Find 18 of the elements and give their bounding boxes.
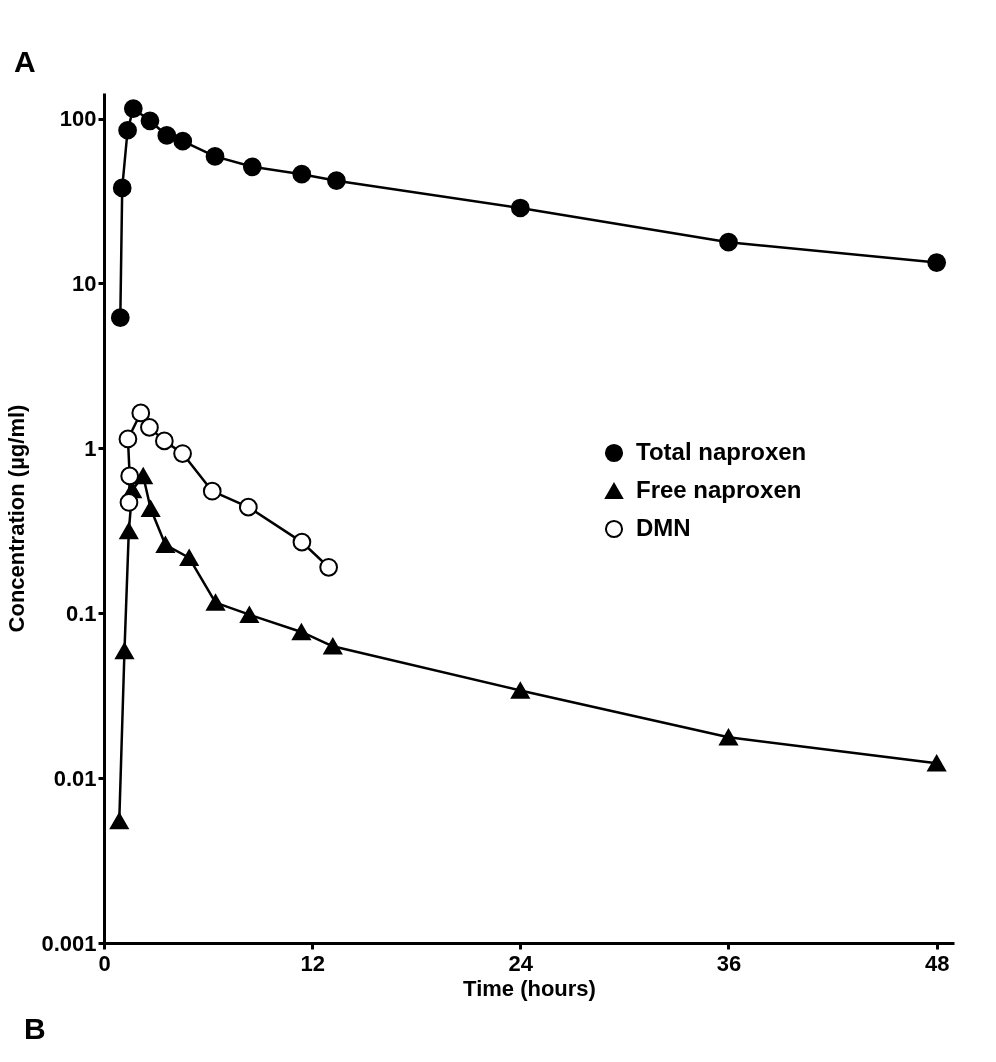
y-tick-label: 0.001 bbox=[41, 930, 97, 956]
text: B bbox=[24, 1012, 46, 1045]
y-axis-title: Concentration (µg/ml) bbox=[4, 404, 30, 633]
text: A bbox=[14, 45, 36, 78]
x-tick-label: 12 bbox=[300, 950, 325, 976]
legend-label: DMN bbox=[636, 514, 691, 541]
y-tick-label: 1 bbox=[84, 435, 97, 461]
legend-label: Total naproxen bbox=[636, 438, 807, 465]
y-tick-label: 0.1 bbox=[65, 600, 97, 626]
x-tick-label: 36 bbox=[716, 950, 742, 976]
x-axis-title: Time (hours) bbox=[463, 975, 596, 1001]
y-tick-label: 100 bbox=[59, 106, 97, 132]
y-tick-label: 0.01 bbox=[53, 765, 97, 791]
legend-label: Free naproxen bbox=[636, 476, 802, 503]
x-tick-label: 0 bbox=[98, 950, 111, 976]
x-tick-label: 48 bbox=[924, 950, 950, 976]
y-tick-label: 10 bbox=[72, 270, 97, 296]
x-tick-label: 24 bbox=[508, 950, 534, 976]
